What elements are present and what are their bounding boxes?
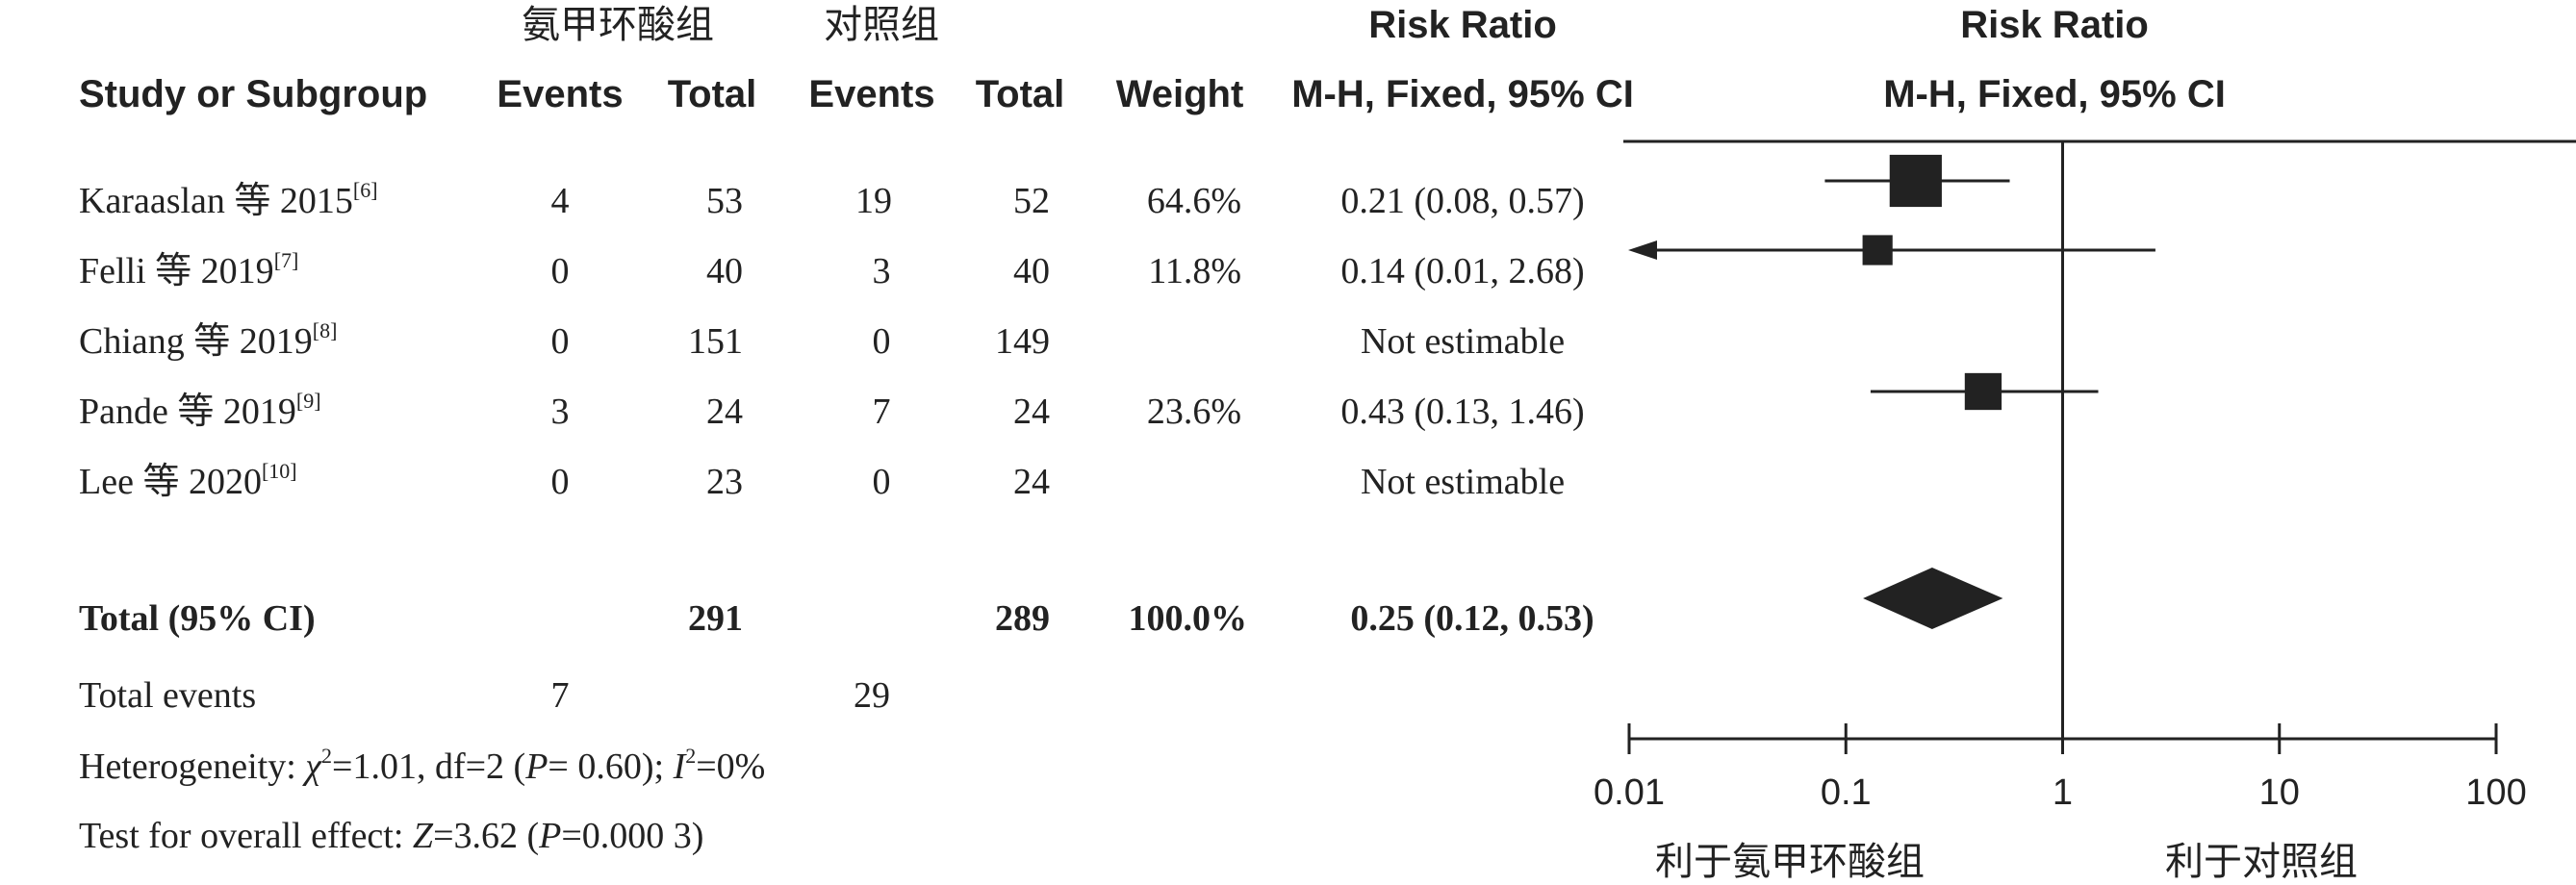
ci-truncation-arrow [1628, 240, 1657, 260]
events1-cell: 0 [550, 462, 570, 502]
total-events-label: Total events [79, 675, 257, 716]
ci-cell: 0.14 (0.01, 2.68) [1340, 251, 1585, 291]
total2-cell: 40 [1013, 251, 1050, 291]
favours-left-label: 利于氨甲环酸组 [1655, 841, 1925, 883]
total1-cell: 291 [688, 598, 743, 639]
study-name: Chiang 等 2019[8] [79, 318, 338, 362]
study-point-estimate [1964, 372, 2002, 411]
ci-cell: Not estimable [1360, 462, 1566, 502]
plot-marks: 0.01 0.1 1 10 100 [1594, 141, 2527, 813]
total1-cell: 40 [706, 251, 743, 291]
study-name: Lee 等 2020[10] [79, 459, 297, 502]
events2-cell: 7 [872, 392, 891, 432]
pooled-diamond [1863, 568, 2003, 629]
events1-header: Events [497, 73, 624, 115]
total2-cell: 149 [995, 321, 1050, 362]
ci-cell: 0.43 (0.13, 1.46) [1340, 392, 1585, 432]
total-weight-cell: 100.0% [1128, 598, 1248, 639]
group2-header: 对照组 [824, 4, 939, 46]
events1-cell: 4 [550, 181, 570, 221]
total1-cell: 151 [688, 321, 743, 362]
total-events1-cell: 7 [550, 675, 570, 716]
x-axis-tick-label: 10 [2259, 772, 2300, 813]
events2-header: Events [808, 73, 935, 115]
total-label: Total (95% CI) [79, 598, 316, 639]
total2-cell: 24 [1013, 392, 1050, 432]
study-header: Study or Subgroup [79, 73, 428, 115]
total2-header: Total [975, 73, 1065, 115]
favours-right-label: 利于对照组 [2165, 841, 2358, 883]
total1-cell: 53 [706, 181, 743, 221]
weight-header: Weight [1115, 73, 1244, 115]
weight-cell: 23.6% [1146, 392, 1241, 432]
study-point-estimate [1862, 235, 1893, 266]
plot-title-header: Risk Ratio [1960, 4, 2149, 46]
events2-cell: 0 [872, 321, 891, 362]
x-axis-tick-label: 0.1 [1821, 772, 1872, 813]
total1-cell: 24 [706, 392, 743, 432]
plot-method-header: M-H, Fixed, 95% CI [1883, 73, 2226, 115]
weight-cell: 64.6% [1146, 181, 1241, 221]
total2-cell: 289 [995, 598, 1050, 639]
total1-cell: 23 [706, 462, 743, 502]
x-axis-tick-label: 0.01 [1594, 772, 1665, 813]
events2-cell: 0 [872, 462, 891, 502]
total1-header: Total [667, 73, 757, 115]
total-events2-cell: 29 [854, 675, 890, 716]
rr-method-header: M-H, Fixed, 95% CI [1291, 73, 1634, 115]
study-name: Pande 等 2019[9] [79, 389, 321, 432]
events2-cell: 3 [872, 251, 891, 291]
study-point-estimate [1889, 154, 1942, 208]
x-axis-tick-label: 100 [2465, 772, 2526, 813]
weight-cell: 11.8% [1148, 251, 1241, 291]
total-ci-cell: 0.25 (0.12, 0.53) [1350, 598, 1594, 639]
total2-cell: 52 [1013, 181, 1050, 221]
heterogeneity-text: Heterogeneity: χ2=1.01, df=2 (P= 0.60); … [79, 744, 766, 787]
events1-cell: 0 [550, 321, 570, 362]
group1-header: 氨甲环酸组 [522, 4, 714, 46]
events1-cell: 0 [550, 251, 570, 291]
total2-cell: 24 [1013, 462, 1050, 502]
events1-cell: 3 [550, 392, 570, 432]
ci-cell: Not estimable [1360, 321, 1566, 362]
overall-effect-text: Test for overall effect: Z=3.62 (P=0.000… [79, 816, 704, 856]
study-name: Karaaslan 等 2015[6] [79, 178, 378, 221]
rr-title-header: Risk Ratio [1368, 4, 1557, 46]
x-axis-tick-label: 1 [2053, 772, 2073, 813]
study-name: Felli 等 2019[7] [79, 248, 299, 291]
events2-cell: 19 [855, 181, 892, 221]
ci-cell: 0.21 (0.08, 0.57) [1340, 181, 1585, 221]
